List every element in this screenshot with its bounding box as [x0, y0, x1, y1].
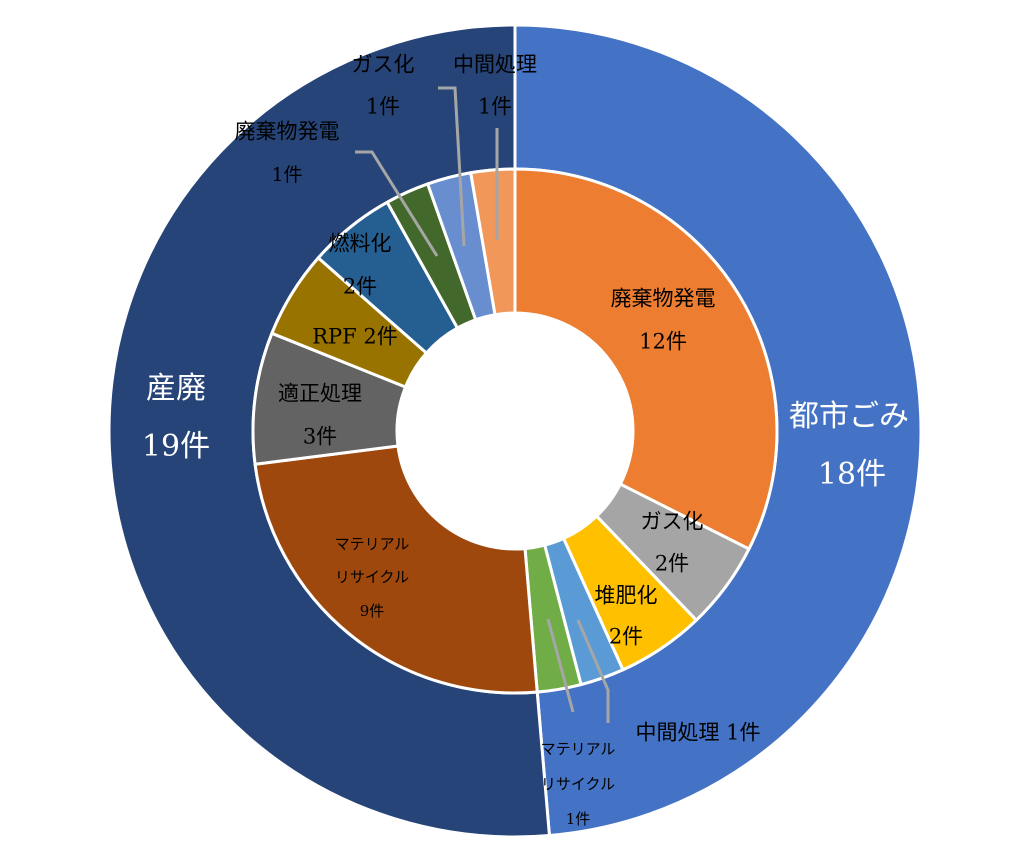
leader-line-2 — [438, 86, 466, 247]
inner-4-label2-label: リサイクル — [541, 775, 615, 793]
inner-9-count-label: 1件 — [271, 164, 302, 186]
inner-0-count-label: 12件 — [639, 330, 687, 354]
leader-line-1 — [576, 619, 610, 723]
inner-8-count-label: 2件 — [343, 275, 377, 299]
inner-5-label-label: マテリアル — [335, 535, 410, 553]
outer-0-count-label: 18件 — [818, 457, 886, 492]
inner-9-label-label: 廃棄物発電 — [235, 120, 340, 144]
inner-5-count-label: 9件 — [360, 602, 385, 620]
inner-4-label-label: マテリアル — [541, 740, 616, 758]
inner-3-label-label: 中間処理 1件 — [635, 721, 760, 745]
inner-1-label-label: ガス化 — [641, 510, 704, 534]
inner-6-count-label: 3件 — [303, 425, 337, 449]
inner-1-count-label: 2件 — [655, 552, 689, 576]
inner-11-label-label: 中間処理 — [453, 53, 537, 77]
leader-line-0 — [546, 618, 575, 713]
inner-slice-0 — [513, 167, 779, 551]
outer-0-label-label: 都市ごみ — [789, 399, 909, 434]
inner-4-count-label: 1件 — [566, 810, 591, 828]
inner-10-label-label: ガス化 — [352, 53, 415, 77]
inner-ring — [251, 167, 779, 695]
inner-0-label-label: 廃棄物発電 — [611, 287, 716, 311]
inner-6-label-label: 適正処理 — [278, 382, 362, 406]
inner-10-count-label: 1件 — [366, 95, 400, 119]
inner-slice-11 — [469, 167, 517, 317]
outer-1-count-label: 19件 — [142, 429, 210, 464]
leader-lines — [355, 86, 610, 723]
inner-slice-5 — [253, 444, 539, 695]
outer-1-label-label: 産廃 — [146, 371, 206, 406]
inner-5-label2-label: リサイクル — [335, 568, 409, 586]
inner-2-label-label: 堆肥化 — [595, 584, 658, 608]
inner-11-count-label: 1件 — [478, 95, 512, 119]
leader-line-4 — [355, 150, 439, 257]
inner-8-label-label: 燃料化 — [329, 232, 392, 256]
inner-7-label-label: RPF 2件 — [312, 325, 398, 349]
inner-2-count-label: 2件 — [609, 625, 643, 649]
